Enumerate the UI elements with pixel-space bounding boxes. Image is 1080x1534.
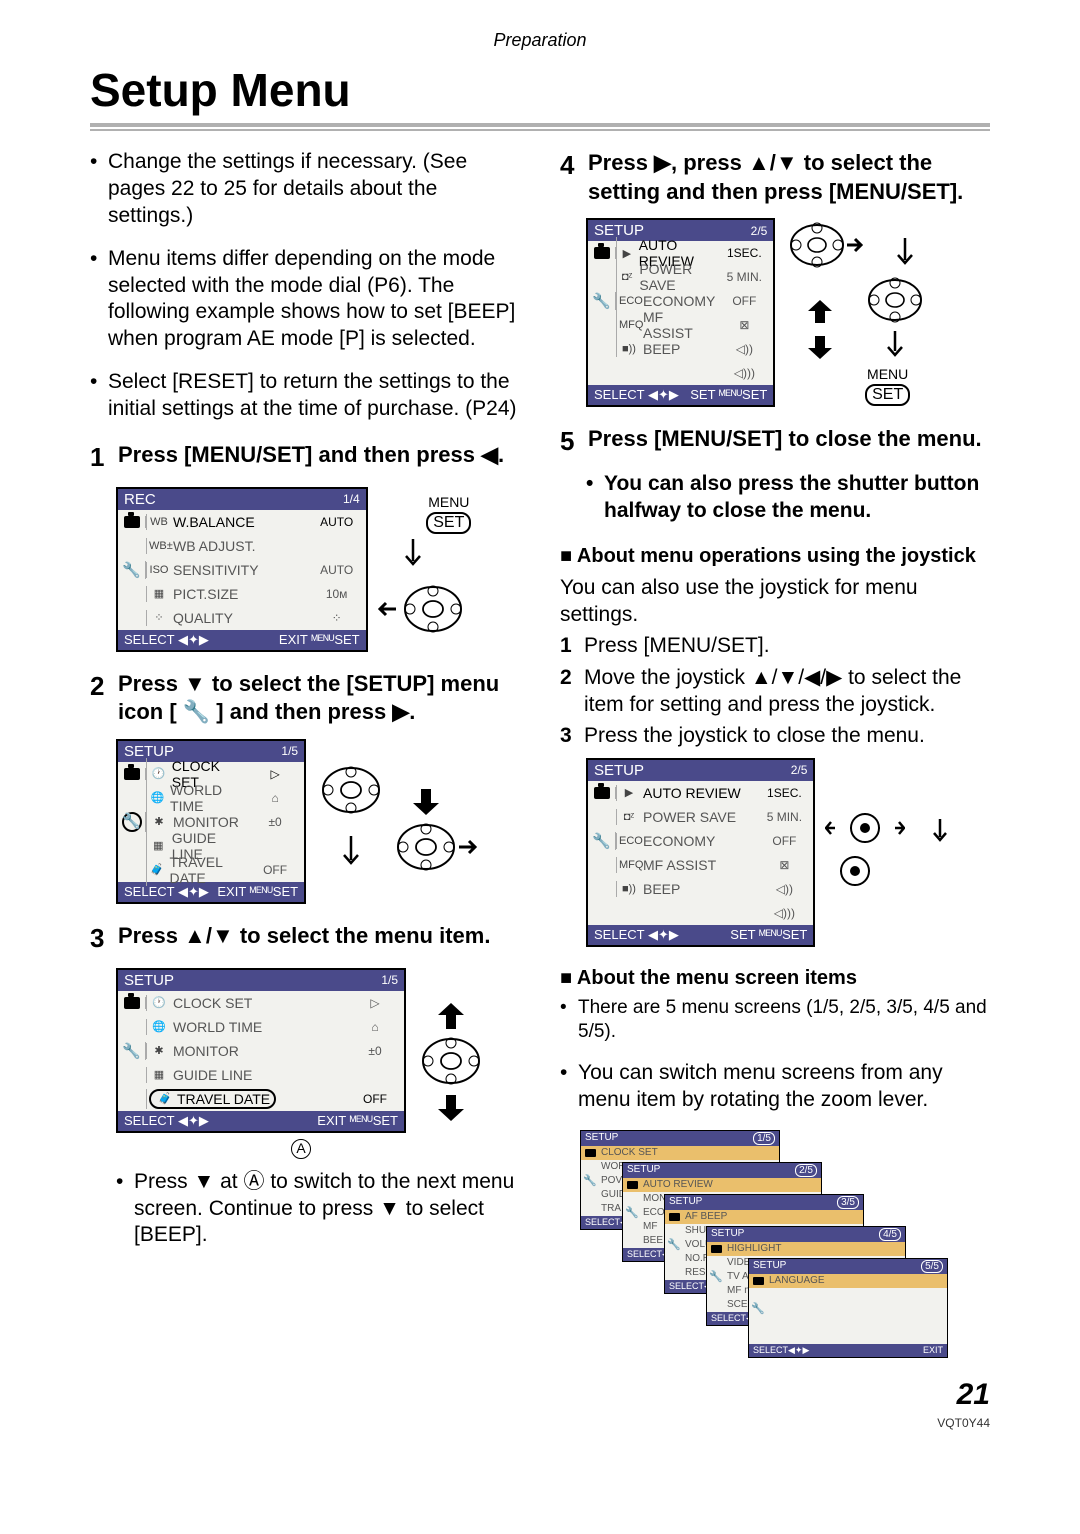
dpad-plain-icon [416,1035,486,1087]
arrow-down-icon [870,235,940,271]
joystick-step: 2Move the joystick ▲/▼/◀/▶ to select the… [560,664,990,719]
step5-sub: •You can also press the shutter button h… [586,471,990,525]
joystick-step: 1Press [MENU/SET]. [560,632,990,659]
arrow-down-solid-icon [391,786,461,816]
screen-setup2-joy: SETUP2/5▶ AUTO REVIEW1SEC.◘ᶻ POWER SAVE5… [586,758,815,947]
divider [90,129,990,131]
doc-id: VQT0Y44 [90,1416,990,1430]
arrow-down-solid-icon [785,335,855,361]
screen-rec: REC1/4WB W.BALANCEAUTOWB± WB ADJUST.🔧ISO… [116,487,368,652]
dpad-right-icon [785,219,865,271]
step-heading: 5Press [MENU/SET] to close the menu. [560,425,990,459]
cascade-screens: SETUP1/5CLOCK SETWOR🔧POVGUIDTRASELECT◀✦▶… [580,1130,980,1360]
menuscreens-bullet: •There are 5 menu screens (1/5, 2/5, 3/5… [560,996,990,1045]
screen-setup1: SETUP1/5🕐 CLOCK SET▷🌐 WORLD TIME⌂🔧✱ MONI… [116,739,306,904]
breadcrumb: Preparation [90,30,990,51]
step-heading: 2Press ▼ to select the [SETUP] menu icon… [90,670,520,727]
menuscreens-heading: ■ About the menu screen items [560,967,990,990]
set-button-label: SET [426,512,471,534]
arrow-down-solid-icon [416,1092,486,1122]
dpad-plain-icon [316,764,386,816]
divider [90,123,990,127]
menu-label: MENU [785,366,990,382]
arrow-down-icon [860,329,930,361]
joystick-intro: You can also use the joystick for menu s… [560,574,990,629]
annotation-a: A [196,1137,406,1159]
arrow-up-solid-icon [416,1000,486,1030]
page-title: Setup Menu [90,63,990,117]
menuscreens-bullet: •You can switch menu screens from any me… [560,1060,990,1114]
step-heading: 1Press [MENU/SET] and then press ◀. [90,441,520,475]
menu-label: MENU [378,494,520,510]
set-button-label: SET [865,384,910,406]
dpad-plain-icon [860,276,930,324]
joystick-heading: ■ About menu operations using the joysti… [560,545,990,568]
joystick-icon [825,852,885,890]
intro-bullet: •Menu items differ depending on the mode… [90,246,520,354]
step-heading: 3Press ▲/▼ to select the menu item. [90,922,520,956]
joystick-horiz-icon [825,809,905,847]
step-heading: 4Press ▶, press ▲/▼ to select the settin… [560,149,990,206]
arrow-down-icon [316,833,386,873]
dpad-right-icon [391,821,481,873]
page-number: 21 [90,1378,990,1412]
step3-note: •Press ▼ at Ⓐ to switch to the next menu… [116,1169,520,1250]
arrow-up-solid-icon [785,298,855,324]
screen-setup1-hl5: SETUP1/5🕐 CLOCK SET▷🌐 WORLD TIME⌂🔧✱ MONI… [116,968,406,1133]
intro-bullet: •Change the settings if necessary. (See … [90,149,520,230]
arrow-down-icon [910,817,970,847]
arrow-down-icon [378,534,448,574]
joystick-step: 3Press the joystick to close the menu. [560,722,990,749]
intro-bullet: •Select [RESET] to return the settings t… [90,369,520,423]
dpad-left-icon [378,579,468,639]
screen-setup2: SETUP2/5▶ AUTO REVIEW1SEC.◘ᶻ POWER SAVE5… [586,218,775,407]
